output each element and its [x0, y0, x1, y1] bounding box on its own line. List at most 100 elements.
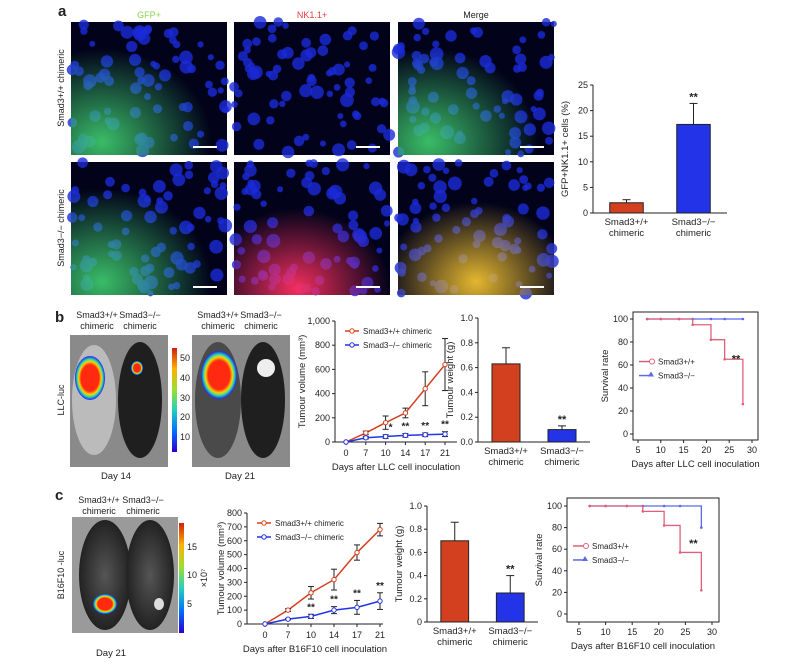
legend-label: Smad3+/+ chimeric [363, 327, 432, 336]
data-point [402, 432, 409, 439]
legend-marker [261, 520, 267, 526]
y-tick-label: 700 [227, 522, 242, 532]
x-tick-label: 14 [329, 630, 339, 640]
nucleus [300, 49, 313, 62]
y-axis-label: Tumour weight (g) [394, 526, 405, 603]
header-wt-sub: chimeric [82, 506, 116, 516]
y-tick-label: 400 [315, 389, 330, 399]
nucleus [344, 87, 356, 98]
nucleus [293, 135, 305, 147]
header-ko: Smad3−/− [122, 495, 164, 505]
y-tick-label: 0 [583, 208, 588, 218]
y-tick-label: 0.8 [460, 338, 473, 348]
nucleus [368, 63, 377, 72]
colorbar-tick: 50 [180, 353, 190, 363]
nucleus [378, 97, 386, 105]
censor-mark [700, 526, 703, 529]
header-wt-sub-day21: chimeric [201, 321, 235, 331]
x-tick-label: 17 [420, 448, 430, 458]
nucleus [367, 143, 377, 153]
y-tick-label: 0 [237, 619, 242, 629]
nucleus [365, 77, 373, 85]
x-tick-label: 25 [724, 445, 734, 455]
fluorescence-signal [71, 22, 227, 155]
significance-marker: ** [376, 581, 384, 592]
colorbar [179, 523, 184, 633]
y-tick-label: 100 [547, 501, 562, 511]
censor-mark [588, 504, 591, 508]
y-tick-label: 0 [325, 437, 330, 447]
nucleus [292, 57, 305, 70]
nucleus [266, 116, 275, 125]
y-tick-label: 40 [618, 383, 628, 393]
tumour-signal [257, 359, 275, 377]
bar [495, 592, 525, 623]
x-category-label: Smad3+/+ [484, 446, 528, 457]
y-tick-label: 5 [583, 182, 588, 192]
survival-chart-c_surv: 0 20 40 60 80 100 5 10 15 20 25 30 Days after B16F10… [534, 497, 720, 652]
data-point [422, 432, 428, 438]
x-tick-label: 17 [352, 630, 362, 640]
censor-mark [678, 551, 682, 554]
mouse-ko [241, 342, 285, 458]
plot-frame [632, 311, 759, 441]
series-line [345, 433, 446, 443]
nucleus [317, 45, 329, 56]
x-tick-label: 0 [343, 448, 348, 458]
nucleus [253, 138, 265, 150]
nucleus [243, 46, 251, 54]
y-tick-label: 0.6 [409, 547, 422, 557]
x-tick-label: 30 [707, 627, 717, 637]
x-axis-label: Days after LLC cell inoculation [332, 462, 460, 473]
significance-marker: ** [689, 538, 698, 550]
nucleus [277, 49, 288, 60]
x-tick-label: 10 [381, 448, 391, 458]
x-tick-label: 21 [375, 630, 385, 640]
nucleus [359, 41, 368, 51]
scale-bar [520, 146, 544, 148]
x-tick-label: 30 [747, 445, 757, 455]
x-category-label: Smad3−/− [672, 217, 716, 228]
data-point [331, 607, 337, 613]
y-axis-label: Tumour volume (mm³) [297, 335, 308, 429]
x-tick-label: 20 [701, 445, 711, 455]
significance-marker: * [389, 423, 393, 434]
data-point [363, 435, 369, 441]
censor-mark [677, 317, 681, 321]
legend-label: Smad3−/− chimeric [363, 341, 432, 350]
censor-mark [723, 317, 726, 321]
nucleus [376, 124, 387, 134]
y-tick-label: 0 [623, 429, 628, 439]
censor-mark [645, 317, 649, 321]
nucleus [371, 97, 381, 107]
column-title-gfp: GFP+ [137, 10, 161, 20]
y-tick-label: 200 [227, 591, 242, 601]
micrograph-ko-nk [229, 158, 393, 297]
scale-bar [193, 286, 217, 288]
colorbar-tick: 20 [180, 412, 190, 422]
micrograph-wt-gfp [66, 19, 232, 158]
y-tick-label: 20 [618, 406, 628, 416]
x-tick-label: 10 [306, 630, 316, 640]
x-category-sublabel: chimeric [488, 457, 524, 468]
nucleus [242, 38, 253, 49]
legend-label: Smad3−/− [592, 556, 629, 565]
data-point [363, 430, 369, 436]
y-tick-label: 0.2 [460, 412, 473, 422]
tumour-signal [93, 594, 117, 614]
data-point [331, 576, 337, 583]
censor-mark [741, 317, 745, 321]
x-tick-label: 7 [285, 630, 290, 640]
survival-curve [589, 505, 703, 591]
y-tick-label: 80 [552, 523, 562, 533]
y-tick-label: 200 [315, 413, 330, 423]
y-tick-label: 60 [552, 544, 562, 554]
row-label-ko: Smad3−/− chimeric [56, 189, 66, 267]
data-point [285, 616, 291, 622]
censor-mark [662, 524, 666, 527]
censor-mark [678, 504, 682, 508]
legend-marker [649, 358, 655, 365]
legend-label: Smad3+/+ chimeric [275, 519, 344, 528]
y-tick-label: 60 [618, 360, 628, 370]
